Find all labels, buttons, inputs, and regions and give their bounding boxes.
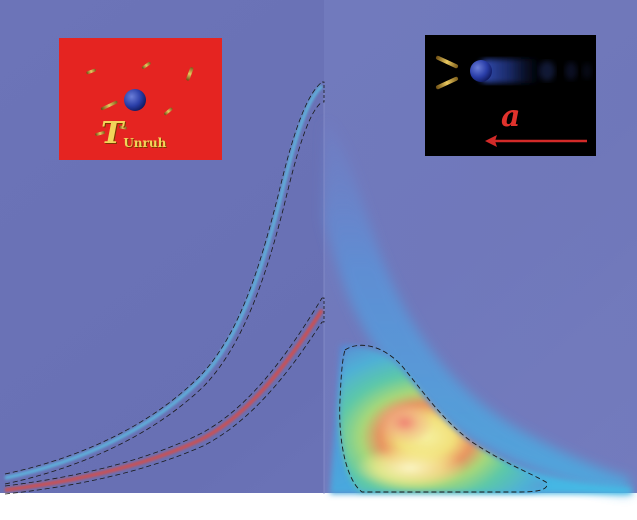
motion-trail [477,59,543,83]
detector-sphere [470,60,492,82]
upper-curve-contour-outer [4,81,323,475]
trail-ghost [539,61,555,81]
upper-curve-contour-inner [4,101,323,485]
particle-streak [141,61,151,69]
temperature-symbol: T [101,116,124,151]
thermal-bath-illustration [86,61,194,136]
density-peak-red [372,403,432,447]
trail-ghost [565,62,577,80]
upper-density-band [324,120,630,494]
detector-sphere [124,89,146,111]
trail-ghost [582,63,592,79]
particle-streak [95,131,106,136]
field-streak [435,55,459,69]
blob-contour [339,344,548,493]
density-peak-yellow [355,446,465,490]
lower-curve-contour-inner [4,321,323,495]
particle-streak [100,100,118,111]
bottom-border [0,493,637,520]
particle-streak [164,107,173,116]
accelerating-detector-illustration [435,55,592,147]
unruh-inset: TUnruh [59,38,222,160]
unruh-temperature-label: TUnruh [101,116,166,151]
upper-curve-band [4,84,324,480]
particle-streak [186,67,194,81]
lower-curve-contour-outer [4,297,323,487]
acceleration-arrow-head [485,135,497,147]
particle-streak [86,68,96,75]
field-streak [435,76,459,90]
upper-curve-cap [322,81,325,103]
lower-curve-cap [322,297,325,323]
temperature-subscript: Unruh [123,136,167,150]
acceleration-inset: a [425,35,596,156]
lower-curve-band [4,308,324,492]
particle-streak [118,125,127,130]
acceleration-label: a [501,99,521,134]
